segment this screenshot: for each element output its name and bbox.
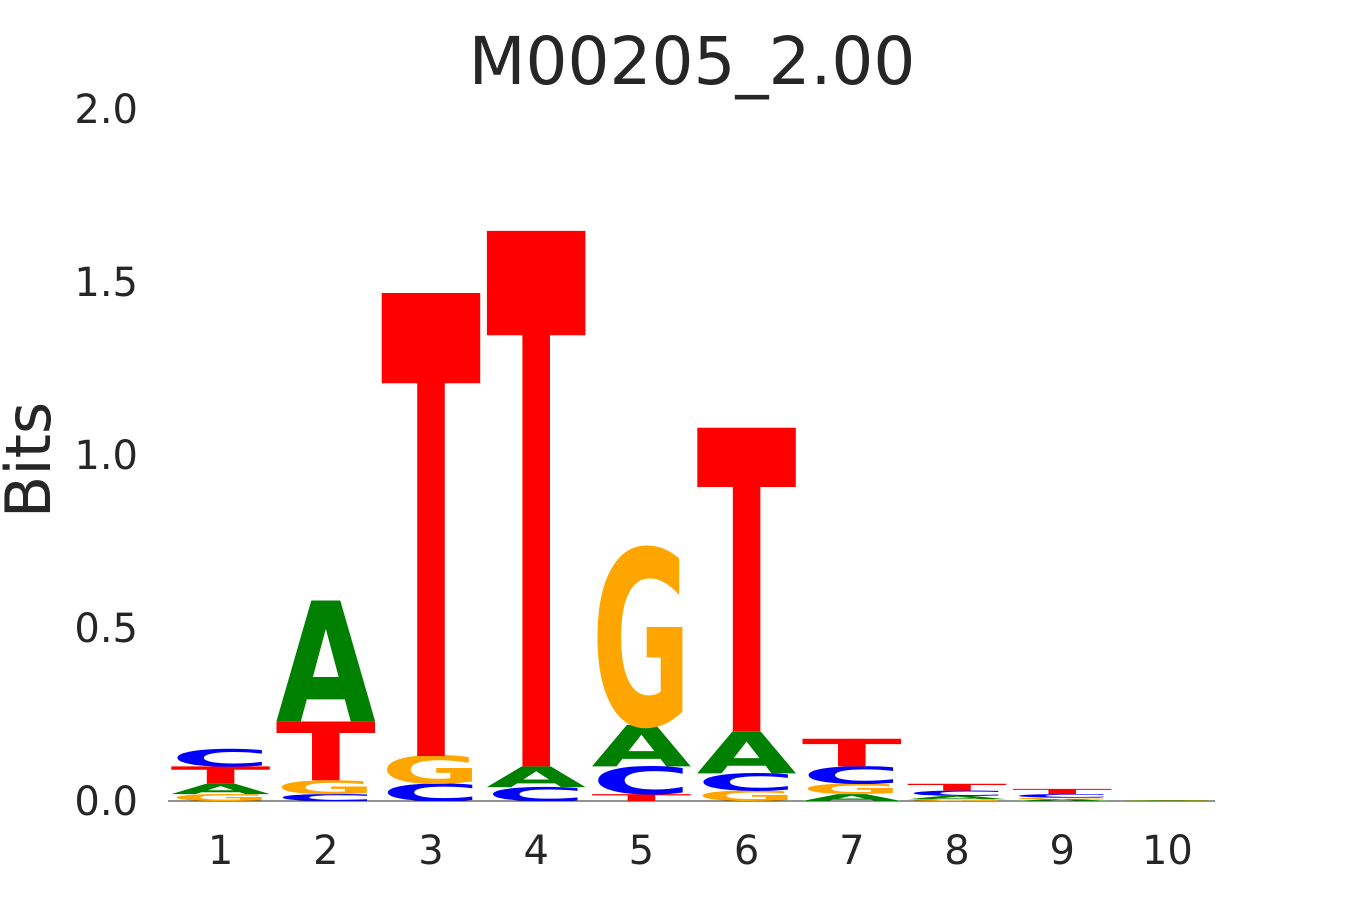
y-tick-label: 1.0 <box>74 433 138 479</box>
logo-letter-t: T <box>171 762 272 790</box>
logo-letter-a: A <box>171 781 271 798</box>
logo-letter-t: T <box>697 345 798 831</box>
logo-letter-a: A <box>276 569 376 762</box>
logo-letter-t: T <box>907 782 1007 793</box>
y-axis-label: Bits <box>0 402 65 518</box>
logo-letter-g: G <box>381 749 481 793</box>
logo-letter-a: A <box>802 792 902 803</box>
y-tick-label: 0.5 <box>74 606 138 652</box>
logo-letter-t: T <box>591 792 691 803</box>
logo-letter-g: G <box>276 776 376 798</box>
logo-letter-c: C <box>697 769 797 797</box>
logo-letter-a: A <box>907 795 1007 801</box>
x-tick-label: 5 <box>629 828 654 874</box>
logo-letter-a: A <box>1012 799 1112 802</box>
logo-letter-c: C <box>907 789 1007 797</box>
logo-letter-t: T <box>381 166 482 900</box>
y-tick-label: 2.0 <box>74 87 138 133</box>
logo-letter-a: A <box>1117 800 1217 801</box>
y-axis: 0.0 0.5 1.0 1.5 2.0 <box>74 87 138 825</box>
logo-letter-c: C <box>802 762 902 790</box>
y-tick-label: 0.0 <box>74 779 138 825</box>
logo-letter-c: C <box>591 759 691 803</box>
logo-letter-g: G <box>1117 799 1217 800</box>
logo-letter-a: A <box>697 720 797 787</box>
logo-letter-t: T <box>1012 788 1112 796</box>
logo-letter-g: G <box>697 788 797 804</box>
x-tick-label: 9 <box>1049 828 1074 874</box>
x-tick-label: 6 <box>734 828 759 874</box>
logo-letter-g: G <box>802 781 902 797</box>
logo-letter-a: A <box>591 713 691 780</box>
logo-letter-t: T <box>276 705 376 799</box>
x-tick-label: 8 <box>944 828 969 874</box>
logo-letter-c: C <box>381 779 481 807</box>
logo-letter-c: C <box>1012 793 1112 799</box>
x-tick-label: 10 <box>1142 828 1193 874</box>
y-tick-label: 1.5 <box>74 260 138 306</box>
logo-letter-g: G <box>171 792 271 803</box>
logo-letter-c: C <box>486 783 586 805</box>
logo-letter-g: G <box>907 799 1007 802</box>
x-tick-label: 2 <box>313 828 338 874</box>
x-tick-label: 1 <box>208 828 233 874</box>
x-axis: 1 2 3 4 5 6 7 8 9 10 <box>208 828 1193 874</box>
logo-letter-g: G <box>1012 797 1112 800</box>
logo-letter-t: T <box>486 84 587 900</box>
chart-title: M00205_2.00 <box>469 23 916 100</box>
logo-letter-a: A <box>486 761 586 794</box>
x-tick-label: 3 <box>418 828 443 874</box>
x-tick-label: 7 <box>839 828 864 874</box>
x-tick-label: 4 <box>523 828 548 874</box>
logo-letter-g: G <box>591 501 691 783</box>
logo-letter-c: C <box>171 745 271 773</box>
logo-letter-c: C <box>276 792 376 803</box>
logo-letter-t: T <box>802 732 902 776</box>
